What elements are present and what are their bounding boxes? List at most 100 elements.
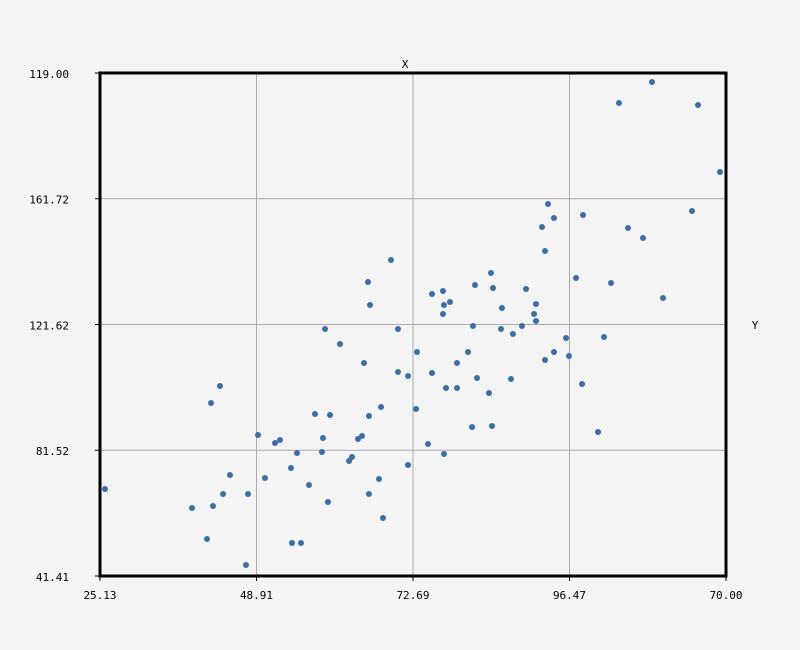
point [319,434,326,441]
point [550,349,557,356]
point [209,503,216,510]
point [542,248,549,255]
point [324,498,331,505]
y-tick-label: 41.41 [36,571,69,584]
point [509,331,516,338]
point [440,311,447,318]
point [497,325,504,332]
point [538,223,545,230]
point [454,385,461,392]
point [625,224,632,231]
point [404,461,411,468]
y-tick-label: 119.00 [29,68,69,81]
point [425,441,432,448]
y-axis-label: Y [752,319,759,332]
point [204,535,211,542]
x-tick-label: 25.13 [83,589,116,602]
x-tick-label: 48.91 [240,589,273,602]
point [440,450,447,457]
point [615,100,622,107]
point [226,471,233,478]
plot-frame [98,71,728,578]
x-tick-label: 70.00 [709,589,742,602]
point [563,334,570,341]
point [442,385,449,392]
point [465,349,472,356]
point [498,304,505,311]
point [688,208,695,215]
point [365,491,372,498]
point [446,299,453,306]
point [367,302,374,309]
point [429,369,436,376]
point [579,212,586,219]
point [318,449,325,456]
point [469,423,476,430]
point [327,412,334,419]
y-tick-label: 161.72 [29,194,69,207]
point [640,235,647,242]
point [378,404,385,411]
point [365,413,372,420]
point [486,389,493,396]
point [594,429,601,436]
y-tick-label: 121.62 [29,319,69,332]
point [261,475,268,482]
point [189,504,196,511]
point [454,359,461,366]
point [348,453,355,460]
x-axis-label: X [402,58,409,71]
point [388,257,395,264]
point [404,373,411,380]
point [293,450,300,457]
point [288,540,295,547]
point [242,561,249,568]
point [474,375,481,382]
point [276,437,283,444]
point [440,302,447,309]
y-tick-label: 81.52 [36,445,69,458]
point [216,383,223,390]
point [360,359,367,366]
x-tick-label: 96.47 [553,589,586,602]
point [490,285,497,292]
point [287,465,294,472]
point [550,214,557,221]
point [312,411,319,418]
point [660,295,667,302]
point [394,368,401,375]
point [649,78,656,85]
point [522,286,529,293]
point [717,168,724,175]
point [533,318,540,325]
point [413,405,420,412]
point [600,333,607,340]
point [440,287,447,294]
point [297,540,304,547]
point [573,275,580,282]
point [488,422,495,429]
point [471,282,478,289]
point [358,432,365,439]
point [255,432,262,439]
point [579,381,586,388]
point [695,102,702,109]
x-tick-label: 72.69 [396,589,429,602]
point [542,357,549,364]
point [533,301,540,308]
point [394,325,401,332]
point [608,279,615,286]
point [322,325,329,332]
point [220,491,227,498]
point [375,476,382,483]
point [102,486,109,493]
point [337,341,344,348]
point [565,352,572,359]
point [364,278,371,285]
point [414,349,421,356]
point [507,376,514,383]
point [429,291,436,298]
point [271,440,278,447]
point [470,322,477,329]
point [208,400,215,407]
